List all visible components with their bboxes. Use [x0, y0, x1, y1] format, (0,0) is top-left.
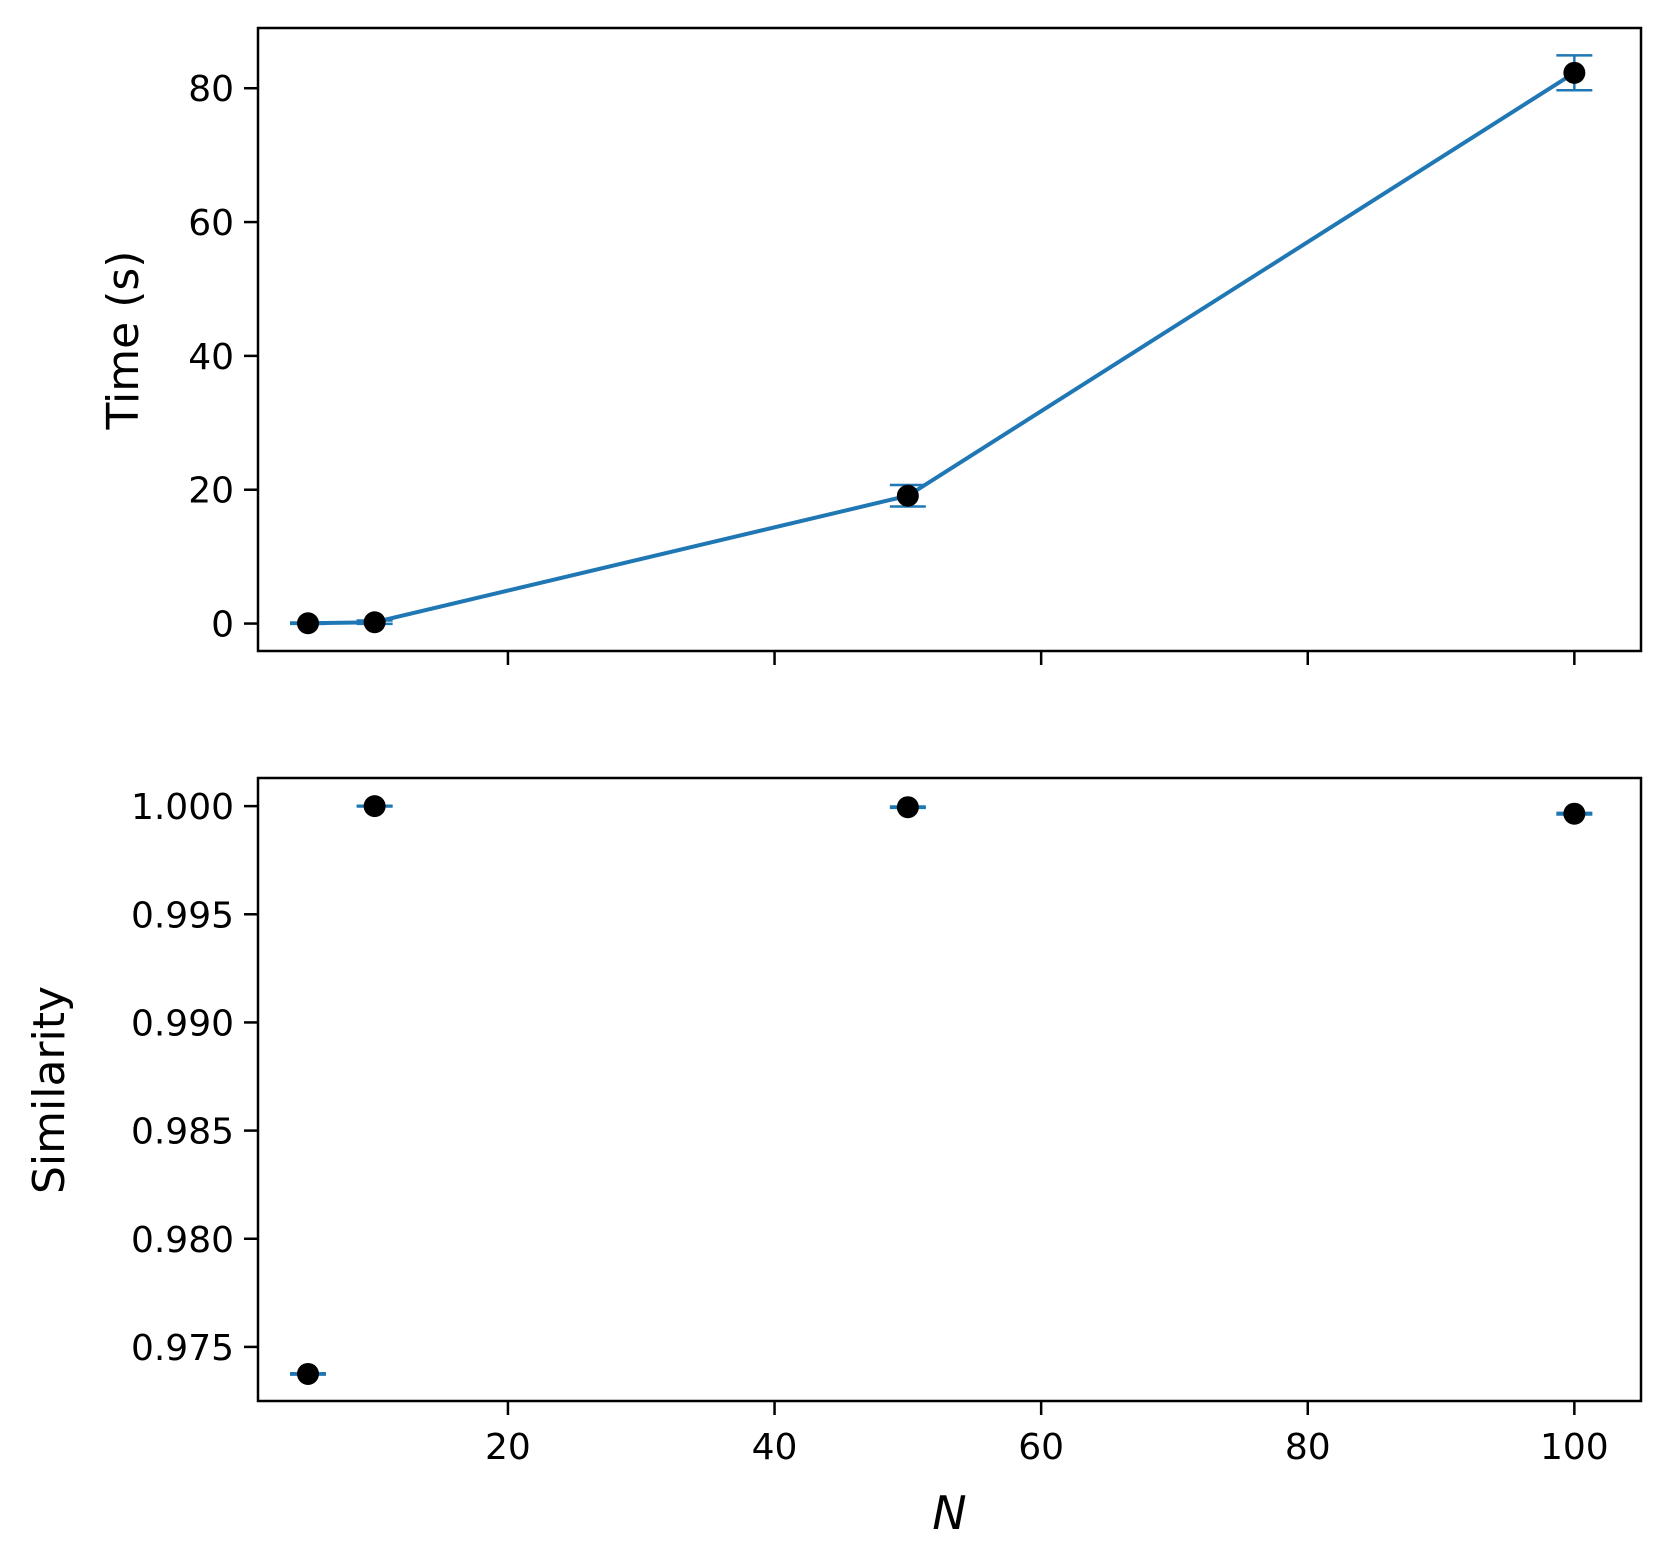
- x-tick-label: 40: [752, 1427, 798, 1468]
- y-tick-label: 0.995: [131, 895, 234, 936]
- time-x-ticks: [506, 651, 1576, 665]
- x-tick-label: 60: [1018, 1427, 1064, 1468]
- data-point: [896, 484, 919, 507]
- y-tick-label: 1.000: [131, 787, 234, 828]
- similarity-y-ticks: 0.975 0.980 0.985 0.990 0.995 1.000: [131, 787, 258, 1369]
- y-tick-label: 0.975: [131, 1328, 234, 1369]
- time-y-axis-label: Time (s): [98, 251, 149, 431]
- y-tick-label: 80: [188, 69, 234, 110]
- n-x-axis-label: N: [932, 1486, 966, 1540]
- y-tick-label: 20: [188, 471, 234, 512]
- similarity-y-axis-label: Similarity: [24, 986, 75, 1194]
- y-tick-label: 0.980: [131, 1220, 234, 1261]
- similarity-panel: 20 40 60 80 100 0.975 0.980 0.985 0.990 0.995 1.0…: [24, 776, 1643, 1540]
- time-axes-frame: [256, 26, 1643, 653]
- similarity-x-ticks: 20 40 60 80 100: [485, 1401, 1609, 1468]
- time-panel: 0 20 40 60 80 Time (s): [98, 26, 1643, 665]
- time-y-ticks: 0 20 40 60 80: [188, 69, 258, 646]
- time-plot-marks: [289, 54, 1593, 635]
- similarity-axes-frame: [256, 776, 1643, 1403]
- y-tick-label: 0: [211, 605, 234, 646]
- x-tick-label: 80: [1285, 1427, 1331, 1468]
- x-tick-label: 100: [1540, 1427, 1609, 1468]
- y-tick-label: 0.990: [131, 1003, 234, 1044]
- data-point: [896, 796, 919, 819]
- data-point: [1563, 61, 1586, 84]
- data-point: [363, 611, 386, 634]
- data-point: [1563, 802, 1586, 825]
- y-tick-label: 0.985: [131, 1112, 234, 1153]
- data-point: [296, 1362, 319, 1385]
- y-tick-label: 60: [188, 203, 234, 244]
- data-point: [363, 795, 386, 818]
- similarity-plot-marks: [289, 795, 1593, 1385]
- series-line: [307, 71, 1576, 626]
- data-point: [296, 612, 319, 635]
- y-tick-label: 40: [188, 337, 234, 378]
- x-tick-label: 20: [485, 1427, 531, 1468]
